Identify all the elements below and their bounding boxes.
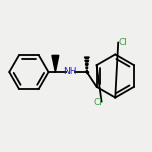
Polygon shape — [86, 70, 87, 72]
Polygon shape — [52, 55, 59, 72]
Polygon shape — [85, 64, 88, 65]
Polygon shape — [84, 57, 89, 59]
Polygon shape — [86, 67, 88, 69]
Text: Cl: Cl — [119, 38, 128, 47]
Text: Cl: Cl — [93, 98, 102, 107]
Polygon shape — [85, 60, 89, 62]
Text: NH: NH — [63, 67, 77, 76]
